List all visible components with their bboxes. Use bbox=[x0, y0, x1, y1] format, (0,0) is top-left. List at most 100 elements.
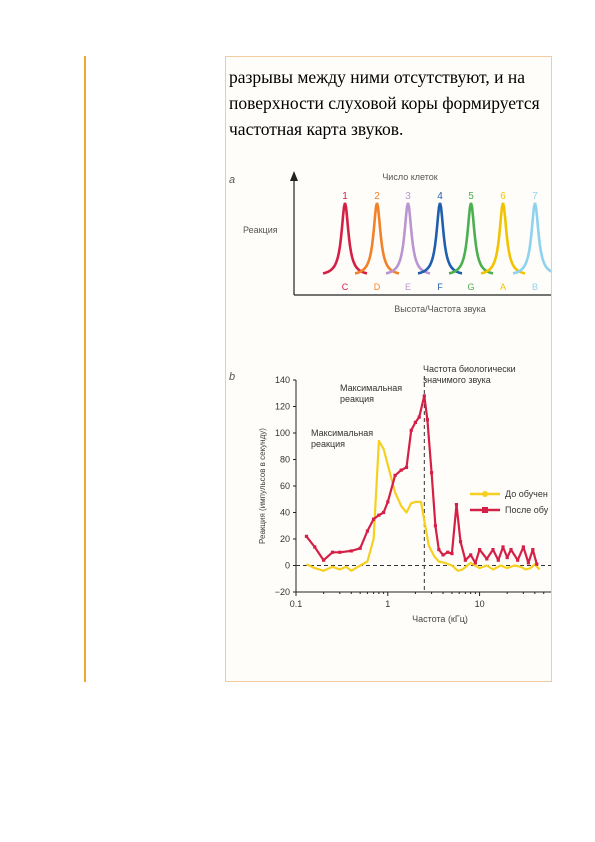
series-2-point bbox=[413, 420, 418, 424]
series-2-point bbox=[516, 558, 520, 562]
series-2-point bbox=[338, 550, 342, 554]
annotation-peak-after-1: Максимальная bbox=[340, 383, 402, 393]
series-2-point bbox=[433, 524, 437, 528]
curve-number-5: 5 bbox=[468, 191, 474, 202]
y-tick-label: 60 bbox=[280, 481, 290, 491]
series-2-point bbox=[509, 548, 513, 552]
curve-number-3: 3 bbox=[405, 191, 411, 202]
x-tick-label: 10 bbox=[475, 599, 485, 609]
curve-number-4: 4 bbox=[437, 191, 443, 202]
series-2-point bbox=[469, 553, 473, 557]
series-2-point bbox=[491, 548, 495, 552]
series-2-point bbox=[437, 548, 441, 552]
tuning-curve-3 bbox=[385, 202, 431, 275]
series-2-point bbox=[422, 394, 426, 398]
annotation-peak-before-1: Максимальная bbox=[311, 428, 373, 438]
x-axis-label: Высота/Частота звука bbox=[394, 304, 486, 314]
series-2-point bbox=[330, 550, 335, 554]
panel-b-label: b bbox=[229, 371, 235, 383]
margin-rule bbox=[84, 56, 86, 682]
note-label-F: F bbox=[437, 282, 443, 292]
series-2-point bbox=[409, 428, 413, 432]
legend-marker-2 bbox=[482, 507, 488, 513]
y-tick-label: 20 bbox=[280, 534, 290, 544]
note-label-D: D bbox=[374, 282, 381, 292]
series-2-point bbox=[450, 551, 454, 556]
paragraph-text: разрывы между ними отсутствуют, и на пов… bbox=[229, 67, 540, 139]
series-2-point bbox=[496, 558, 500, 562]
series-2-point bbox=[417, 415, 421, 419]
series-2-point bbox=[304, 534, 309, 538]
curve-number-1: 1 bbox=[342, 191, 348, 202]
series-2-point bbox=[429, 471, 434, 475]
series-2-point bbox=[404, 465, 409, 470]
series-2-point bbox=[501, 545, 505, 549]
series-2-point bbox=[463, 558, 467, 562]
legend-label-2: После обу bbox=[505, 505, 549, 515]
b-x-axis-label: Частота (кГц) bbox=[412, 614, 468, 624]
series-2-point bbox=[322, 558, 326, 562]
note-label-B: B bbox=[532, 282, 538, 292]
y-tick-label: 100 bbox=[275, 428, 290, 438]
series-2-point bbox=[526, 561, 530, 565]
series-2-point bbox=[441, 553, 445, 557]
series-2-point bbox=[521, 545, 525, 549]
curve-number-6: 6 bbox=[500, 191, 506, 202]
series-2-point bbox=[454, 502, 459, 507]
series-2-point bbox=[485, 557, 489, 561]
note-label-C: C bbox=[342, 282, 349, 292]
figure-card: разрывы между ними отсутствуют, и на пов… bbox=[225, 56, 552, 682]
annotation-peak-after-2: реакция bbox=[340, 394, 374, 404]
tuning-curve-6 bbox=[480, 202, 526, 275]
panel-a-label: a bbox=[229, 174, 235, 186]
series-2-point bbox=[393, 473, 397, 477]
series-2-point bbox=[531, 548, 535, 552]
y-axis-arrow bbox=[290, 171, 298, 181]
series-line-2 bbox=[305, 394, 538, 565]
curve-number-2: 2 bbox=[374, 191, 380, 202]
series-2-point bbox=[386, 500, 390, 504]
y-tick-label: 0 bbox=[285, 561, 290, 571]
series-2-point bbox=[458, 540, 463, 544]
series-2-point bbox=[473, 561, 477, 565]
note-label-E: E bbox=[405, 282, 411, 292]
series-2-point bbox=[371, 517, 376, 521]
series-2-point bbox=[399, 468, 403, 472]
note-label-G: G bbox=[467, 282, 474, 292]
tuning-curve-5 bbox=[448, 202, 494, 275]
y-tick-label: 40 bbox=[280, 508, 290, 518]
x-tick-label: 1 bbox=[385, 599, 390, 609]
series-2-point bbox=[365, 529, 370, 533]
tuning-curve-7 bbox=[512, 202, 551, 275]
annotation-frequency-2: значимого звука bbox=[423, 375, 491, 385]
series-2-point bbox=[446, 550, 450, 554]
series-2-point bbox=[313, 545, 317, 549]
b-y-axis-label: Реакция (импульсов в секунду) bbox=[258, 428, 267, 544]
series-2-point bbox=[425, 418, 429, 422]
tuning-curve-1 bbox=[322, 202, 368, 275]
legend-label-1: До обучен bbox=[505, 489, 548, 499]
y-tick-label: 80 bbox=[280, 455, 290, 465]
y-tick-label: 120 bbox=[275, 402, 290, 412]
series-2-point bbox=[477, 548, 482, 552]
annotation-frequency-1: Частота биологически bbox=[423, 364, 516, 374]
y-tick-label: 140 bbox=[275, 375, 290, 385]
series-2-point bbox=[535, 562, 539, 566]
series-2-point bbox=[505, 555, 509, 560]
series-line-1 bbox=[306, 439, 541, 572]
curve-number-7: 7 bbox=[532, 191, 538, 202]
legend-marker-1 bbox=[482, 491, 488, 497]
series-2-point bbox=[377, 513, 381, 517]
top-axis-label: Число клеток bbox=[382, 172, 437, 182]
annotation-peak-before-2: реакция bbox=[311, 439, 345, 449]
y-axis-label: Реакция bbox=[243, 225, 278, 235]
note-label-A: A bbox=[500, 282, 506, 292]
series-2-point bbox=[381, 510, 386, 515]
series-2-point bbox=[358, 546, 362, 550]
tuning-curve-4 bbox=[417, 202, 463, 275]
series-2-point bbox=[349, 549, 353, 553]
tuning-curve-2 bbox=[354, 202, 400, 275]
y-tick-label: −20 bbox=[275, 587, 290, 597]
x-tick-label: 0.1 bbox=[290, 599, 303, 609]
